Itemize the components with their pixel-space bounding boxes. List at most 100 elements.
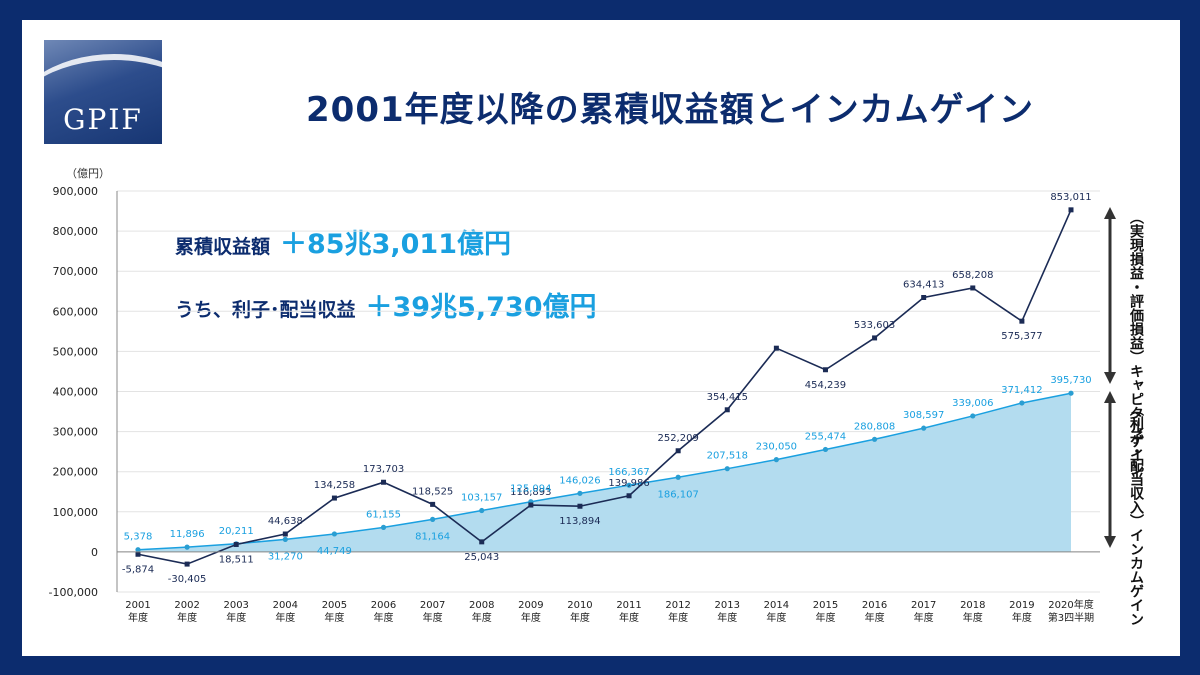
income-data-label: 395,730 <box>1050 375 1091 386</box>
income-point <box>724 466 730 472</box>
chart-axes: -100,000 0 100,000 200,000 300,000 400,000 500… <box>49 185 1100 624</box>
income-data-label: 371,412 <box>1001 385 1042 396</box>
cumulative-point <box>773 345 779 351</box>
cumulative-data-label: 113,894 <box>559 516 600 527</box>
income-point <box>871 436 878 442</box>
income-data-label: 103,157 <box>461 493 502 504</box>
income-point <box>577 490 583 496</box>
income-data-label: 20,211 <box>219 526 254 537</box>
income-point <box>430 516 436 522</box>
x-tick-label: 2006 年度 <box>371 600 396 624</box>
x-tick-label: 2019 年度 <box>1009 600 1034 624</box>
cumulative-summary-label: 累積収益額 <box>175 236 271 258</box>
income-point <box>331 531 338 537</box>
income-data-label: 31,270 <box>268 551 303 562</box>
cumulative-data-label: 116,893 <box>510 487 551 498</box>
x-tick-label: 2008 年度 <box>469 600 494 624</box>
income-data-label: 207,518 <box>707 451 748 462</box>
range-arrows <box>1104 207 1116 548</box>
income-point <box>479 507 485 514</box>
cumulative-data-label: 134,258 <box>314 480 355 491</box>
x-tick-label: 2005 年度 <box>322 600 347 624</box>
income-point <box>675 474 681 480</box>
income-point <box>282 536 288 542</box>
income-point <box>135 547 141 553</box>
cumulative-point <box>970 285 976 291</box>
cumulative-data-label: 25,043 <box>464 552 499 563</box>
income-gain-arrow-head-top <box>1104 391 1116 403</box>
income-data-label: 146,026 <box>559 475 600 486</box>
income-data-label: 339,006 <box>952 398 993 409</box>
cumulative-point <box>724 407 730 413</box>
x-tick-label: 2020年度第3四半期 <box>1048 598 1094 624</box>
cumulative-data-label: 44,638 <box>268 516 303 527</box>
income-area <box>138 393 1071 552</box>
x-tick-label: 2017 年度 <box>911 600 936 624</box>
capital-gain-label: （実現損益・評価損益）キャピタルゲイン <box>1128 210 1144 476</box>
cumulative-point <box>1019 318 1025 324</box>
income-data-label: 186,107 <box>657 489 698 500</box>
logo-text: GPIF <box>63 103 143 136</box>
x-tick-label: 2018 年度 <box>960 600 985 624</box>
cumulative-point <box>675 448 681 454</box>
income-point <box>626 482 632 488</box>
income-area-fill <box>138 393 1071 552</box>
income-point <box>380 524 387 530</box>
chart-data-labels: -5,874 -30,405 18,511 44,638 134,258 173,703 1… <box>122 192 1092 585</box>
income-data-label: 11,896 <box>170 529 205 540</box>
income-data-label: 308,597 <box>903 410 944 421</box>
cumulative-point <box>626 493 632 499</box>
income-data-label: 81,164 <box>415 531 450 542</box>
cumulative-data-label: 634,413 <box>903 280 944 291</box>
income-point <box>1019 400 1025 406</box>
cumulative-data-label: 354,415 <box>707 392 748 403</box>
y-tick-label: 700,000 <box>53 265 99 278</box>
cumulative-summary-value: ＋85兆3,011億円 <box>280 229 511 260</box>
income-point <box>184 544 190 550</box>
cumulative-point <box>577 503 583 509</box>
income-summary-label: うち、利子･配当収益 <box>175 299 356 321</box>
y-tick-label: 400,000 <box>53 386 99 399</box>
logo-swoosh <box>44 54 162 144</box>
cumulative-data-label: 173,703 <box>363 464 404 475</box>
x-tick-label: 2010 年度 <box>567 600 592 624</box>
page-title: 2001年度以降の累積収益額とインカムゲイン <box>306 90 1034 130</box>
x-tick-label: 2013 年度 <box>715 600 740 624</box>
capital-gain-arrow-head-top <box>1104 207 1116 219</box>
cumulative-point <box>872 335 878 341</box>
income-data-label: 166,367 <box>608 467 649 478</box>
income-gain-arrow-head-bottom <box>1104 536 1116 548</box>
x-tick-label: 2015 年度 <box>813 600 838 624</box>
cumulative-point <box>479 539 485 545</box>
cumulative-point <box>135 551 141 557</box>
cumulative-data-label: 533,603 <box>854 320 895 331</box>
x-tick-label: 2011 年度 <box>616 600 641 624</box>
y-tick-label: 300,000 <box>53 426 99 439</box>
capital-gain-arrow-head-bottom <box>1104 372 1116 384</box>
x-tick-label: 2004 年度 <box>273 600 298 624</box>
income-summary: うち、利子･配当収益 ＋39兆5,730億円 <box>175 285 597 324</box>
x-tick-label: 2014 年度 <box>764 600 789 624</box>
income-gain-label: （利子・配当収入）インカムゲイン <box>1128 402 1144 626</box>
y-tick-label: 600,000 <box>53 305 99 318</box>
income-point <box>822 446 829 453</box>
income-point <box>773 457 779 463</box>
cumulative-data-label: -30,405 <box>168 574 207 585</box>
cumulative-data-label: 658,208 <box>952 270 993 281</box>
income-point <box>921 425 927 431</box>
income-summary-value: ＋39兆5,730億円 <box>365 292 597 323</box>
x-tick-label: 2009 年度 <box>518 600 543 624</box>
cumulative-data-label: 575,377 <box>1001 331 1042 342</box>
income-point <box>970 413 976 419</box>
x-tick-label: 2001 年度 <box>125 600 150 624</box>
income-point <box>1068 390 1074 396</box>
income-data-label: 5,378 <box>124 532 153 543</box>
x-tick-label: 2016 年度 <box>862 600 887 624</box>
income-data-label: 44,749 <box>317 546 352 557</box>
cumulative-data-label: 853,011 <box>1050 192 1091 203</box>
y-tick-label: 900,000 <box>53 185 99 198</box>
cumulative-summary: 累積収益額 ＋85兆3,011億円 <box>175 222 511 261</box>
income-data-label: 230,050 <box>756 442 797 453</box>
cumulative-point <box>822 367 828 373</box>
